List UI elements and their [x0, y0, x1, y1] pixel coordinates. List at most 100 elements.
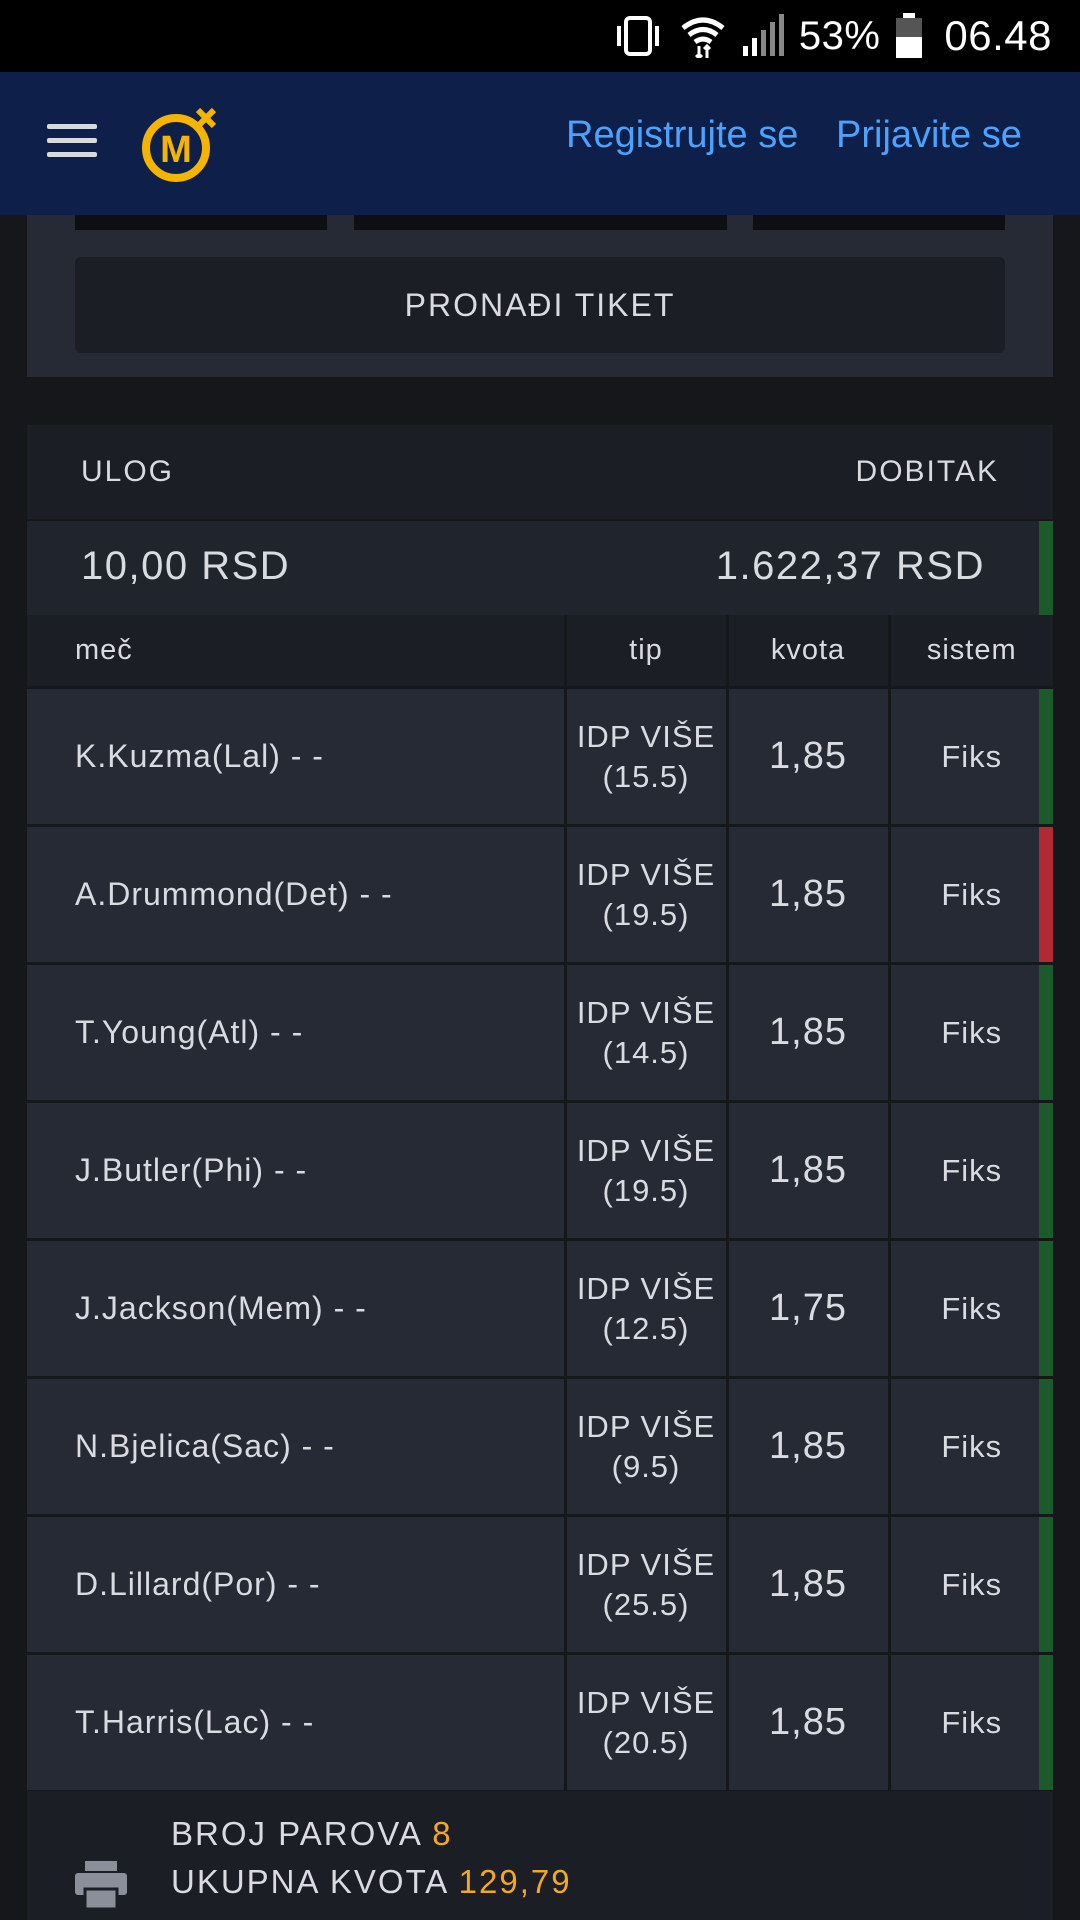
win-value: 1.622,37 RSD: [715, 544, 985, 588]
table-header: meč tip kvota sistem: [27, 615, 1053, 689]
system-value: Fiks: [889, 1515, 1053, 1655]
bet-tip-type: IDP VIŠE: [576, 1132, 716, 1168]
system-label: Fiks: [941, 738, 1003, 774]
bet-tip: IDP VIŠE (19.5): [565, 1101, 729, 1241]
bet-tip-line: (19.5): [602, 1172, 690, 1208]
signal-icon: [741, 14, 785, 58]
stake-win-header: ULOG DOBITAK: [27, 425, 1053, 519]
system-label: Fiks: [941, 876, 1003, 912]
bet-tip-type: IDP VIŠE: [576, 994, 716, 1030]
bet-tip: IDP VIŠE (9.5): [565, 1377, 729, 1517]
odd-value: 1,85: [727, 1101, 891, 1241]
table-row[interactable]: A.Drummond(Det) - - IDP VIŠE (19.5) 1,85 Fik…: [27, 825, 1053, 965]
row-status-flag: [1039, 1241, 1053, 1376]
print-icon[interactable]: [73, 1861, 129, 1911]
vibrate-icon: [611, 14, 665, 58]
register-link[interactable]: Registrujte se: [566, 114, 799, 156]
bet-tip: IDP VIŠE (14.5): [565, 963, 729, 1103]
bet-tip-line: (25.5): [602, 1586, 690, 1622]
ticket-search-card: PRONAĐI TIKET: [27, 215, 1053, 377]
system-value: Fiks: [889, 1653, 1053, 1793]
col-odd: kvota: [727, 615, 891, 689]
total-odds: UKUPNA KVOTA 129,79: [171, 1863, 572, 1901]
system-label: Fiks: [941, 1290, 1003, 1326]
bet-tip-type: IDP VIŠE: [576, 1546, 716, 1582]
system-value: Fiks: [889, 963, 1053, 1103]
table-row[interactable]: N.Bjelica(Sac) - - IDP VIŠE (9.5) 1,85 Fiks: [27, 1377, 1053, 1517]
svg-text:M: M: [160, 129, 192, 171]
bet-tip-line: (12.5): [602, 1310, 690, 1346]
battery-icon: [894, 13, 924, 59]
app-header: M Registrujte se Prijavite se: [0, 72, 1080, 215]
battery-percent: 53%: [798, 13, 881, 58]
odd-value: 1,85: [727, 825, 891, 965]
ticket-status-flag: [1039, 521, 1053, 615]
hamburger-icon[interactable]: [47, 124, 97, 158]
status-bar: 53% 06.48: [0, 0, 1080, 72]
bet-tip: IDP VIŠE (19.5): [565, 825, 729, 965]
bet-tip-line: (9.5): [611, 1448, 681, 1484]
ticket-input-2[interactable]: [354, 215, 727, 230]
system-label: Fiks: [941, 1014, 1003, 1050]
bet-tip-type: IDP VIŠE: [576, 1408, 716, 1444]
system-label: Fiks: [941, 1152, 1003, 1188]
bet-tip-line: (20.5): [602, 1724, 690, 1760]
pairs-count: BROJ PAROVA 8: [171, 1815, 453, 1853]
match-name: D.Lillard(Por) - -: [27, 1515, 567, 1655]
odd-value: 1,85: [727, 687, 891, 827]
col-tip: tip: [565, 615, 729, 689]
row-status-flag: [1039, 827, 1053, 962]
bet-tip: IDP VIŠE (15.5): [565, 687, 729, 827]
system-value: Fiks: [889, 1101, 1053, 1241]
system-label: Fiks: [941, 1566, 1003, 1602]
table-row[interactable]: D.Lillard(Por) - - IDP VIŠE (25.5) 1,85 Fiks: [27, 1515, 1053, 1655]
pairs-value: 8: [432, 1815, 453, 1852]
total-odds-value: 129,79: [458, 1863, 572, 1900]
match-name: J.Jackson(Mem) - -: [27, 1239, 567, 1379]
row-status-flag: [1039, 1655, 1053, 1790]
wifi-icon: [679, 14, 727, 58]
odd-value: 1,85: [727, 1515, 891, 1655]
match-name: K.Kuzma(Lal) - -: [27, 687, 567, 827]
find-ticket-button[interactable]: PRONAĐI TIKET: [75, 257, 1005, 353]
ticket-input-1[interactable]: [75, 215, 327, 230]
odd-value: 1,75: [727, 1239, 891, 1379]
table-row[interactable]: T.Harris(Lac) - - IDP VIŠE (20.5) 1,85 Fiks: [27, 1653, 1053, 1793]
ticket-input-3[interactable]: [753, 215, 1005, 230]
stake-label: ULOG: [81, 455, 175, 488]
stake-value: 10,00 RSD: [81, 544, 291, 588]
system-label: Fiks: [941, 1704, 1003, 1740]
system-label: Fiks: [941, 1428, 1003, 1464]
bet-tip-type: IDP VIŠE: [576, 718, 716, 754]
ticket-panel: ULOG DOBITAK 10,00 RSD 1.622,37 RSD meč …: [27, 425, 1053, 1793]
bet-tip-type: IDP VIŠE: [576, 856, 716, 892]
login-link[interactable]: Prijavite se: [836, 114, 1022, 156]
stake-win-values: 10,00 RSD 1.622,37 RSD: [27, 521, 1053, 615]
system-value: Fiks: [889, 1377, 1053, 1517]
odd-value: 1,85: [727, 1377, 891, 1517]
table-row[interactable]: J.Butler(Phi) - - IDP VIŠE (19.5) 1,85 Fiks: [27, 1101, 1053, 1241]
match-name: T.Young(Atl) - -: [27, 963, 567, 1103]
odd-value: 1,85: [727, 1653, 891, 1793]
bet-tip-line: (14.5): [602, 1034, 690, 1070]
bet-tip-line: (19.5): [602, 896, 690, 932]
table-row[interactable]: J.Jackson(Mem) - - IDP VIŠE (12.5) 1,75 Fiks: [27, 1239, 1053, 1379]
bet-tip-line: (15.5): [602, 758, 690, 794]
odd-value: 1,85: [727, 963, 891, 1103]
match-name: A.Drummond(Det) - -: [27, 825, 567, 965]
col-match: meč: [27, 615, 567, 689]
win-label: DOBITAK: [855, 455, 999, 488]
row-status-flag: [1039, 965, 1053, 1100]
mozzart-logo[interactable]: M: [140, 104, 220, 184]
row-status-flag: [1039, 1379, 1053, 1514]
clock: 06.48: [944, 12, 1052, 59]
ticket-table: meč tip kvota sistem K.Kuzma(Lal) - - IDP…: [27, 615, 1053, 1793]
bet-tip: IDP VIŠE (20.5): [565, 1653, 729, 1793]
table-row[interactable]: K.Kuzma(Lal) - - IDP VIŠE (15.5) 1,85 Fiks: [27, 687, 1053, 827]
col-system: sistem: [889, 615, 1053, 689]
system-value: Fiks: [889, 825, 1053, 965]
table-row[interactable]: T.Young(Atl) - - IDP VIŠE (14.5) 1,85 Fiks: [27, 963, 1053, 1103]
bet-tip: IDP VIŠE (12.5): [565, 1239, 729, 1379]
bet-tip: IDP VIŠE (25.5): [565, 1515, 729, 1655]
match-name: T.Harris(Lac) - -: [27, 1653, 567, 1793]
